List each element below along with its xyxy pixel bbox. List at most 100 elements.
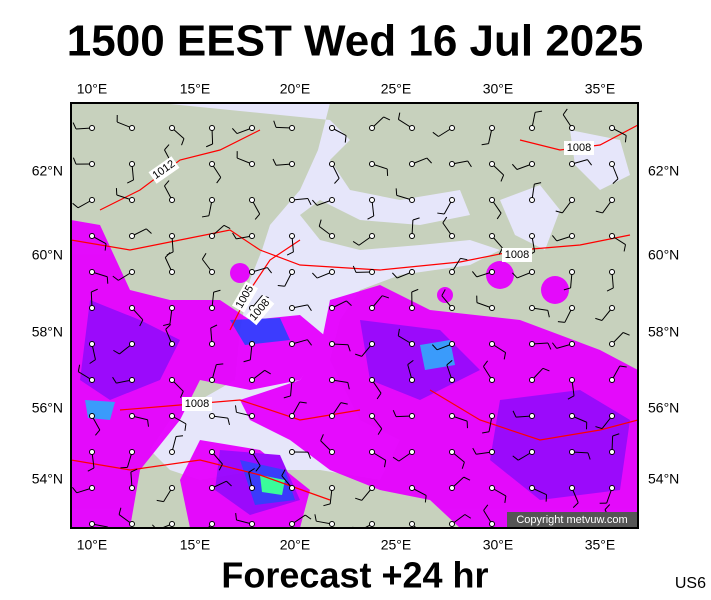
barb-station (529, 485, 535, 491)
wind-barb (164, 252, 175, 275)
barb-flag (243, 359, 251, 363)
isobar-label: 1008 (185, 398, 209, 410)
barb-flag (231, 128, 238, 134)
barb-station (89, 197, 95, 203)
barb-flag (426, 157, 432, 164)
barb-station (449, 449, 455, 455)
barb-station (449, 197, 455, 203)
wind-barb (209, 161, 222, 184)
barb-flag (156, 499, 164, 503)
barb-station (369, 449, 375, 455)
wind-barb (369, 413, 383, 435)
barb-station (569, 305, 575, 311)
wind-barb (169, 377, 184, 398)
barb-flag (352, 265, 357, 273)
barb-station (369, 125, 375, 131)
wind-barb (236, 151, 255, 167)
lake (500, 185, 560, 250)
wind-barb (557, 305, 575, 323)
wind-barb (72, 197, 95, 209)
barb-flag (424, 495, 427, 503)
barb-station (569, 197, 575, 203)
wind-barb (562, 108, 575, 131)
wind-barb (392, 409, 415, 419)
wind-barb (352, 233, 375, 246)
wind-barb (555, 197, 575, 214)
barb-flag (234, 405, 237, 413)
barb-station (169, 197, 175, 203)
barb-station (529, 233, 535, 239)
barb-flag (483, 504, 489, 511)
barb-station (489, 161, 495, 167)
barb-station (569, 233, 575, 239)
barb-flag (164, 144, 170, 151)
barb-station (409, 269, 415, 275)
barb-flag (194, 532, 200, 535)
barb-flag (340, 402, 348, 405)
barb-station (569, 377, 575, 383)
lat-label: 60°N (32, 247, 63, 263)
barb-station (249, 197, 255, 203)
barb-station (129, 341, 135, 347)
barb-flag (563, 287, 571, 291)
wind-barb (201, 197, 215, 218)
barb-flag (205, 143, 213, 148)
barb-station (609, 449, 615, 455)
barb-station (249, 125, 255, 131)
barb-flag (311, 199, 318, 206)
barb-station (209, 377, 215, 383)
wind-barb (431, 341, 455, 351)
barb-flag (323, 503, 331, 507)
lat-label: 56°N (32, 400, 63, 416)
wind-barb (512, 410, 535, 419)
wind-barb (609, 332, 630, 347)
wind-barb (489, 341, 507, 360)
wind-barb (609, 233, 626, 252)
barb-flag (147, 419, 150, 427)
barb-station (449, 413, 455, 419)
wind-barb (129, 228, 152, 239)
barb-flag (307, 451, 311, 459)
barb-flag (376, 392, 382, 400)
barb-flag (624, 135, 627, 143)
wind-barb (194, 521, 215, 535)
wind-barb (118, 507, 135, 527)
wind-barb (567, 377, 575, 400)
wind-barb (352, 265, 375, 275)
barb-flag (382, 295, 390, 299)
barb-station (89, 485, 95, 491)
barb-station (249, 449, 255, 455)
wind-barb (512, 449, 535, 461)
barb-station (609, 269, 615, 275)
barb-station (129, 161, 135, 167)
wind-barb (437, 197, 455, 215)
wind-barb (248, 468, 255, 491)
barb-station (129, 269, 135, 275)
barb-flag (498, 247, 503, 255)
barb-station (289, 125, 295, 131)
wind-barb (286, 233, 295, 256)
barb-flag (481, 143, 489, 146)
wind-barb (329, 300, 352, 311)
lon-label: 25°E (381, 81, 412, 97)
wind-barb (481, 125, 495, 146)
wind-barb (127, 161, 135, 184)
barb-station (449, 485, 455, 491)
barb-station (249, 341, 255, 347)
barb-flag (89, 359, 96, 364)
wind-barb (120, 449, 135, 469)
wind-barb (89, 413, 101, 436)
barb-station (369, 233, 375, 239)
barb-flag (464, 514, 472, 519)
wind-barb (329, 341, 351, 352)
barb-flag (305, 514, 312, 520)
barb-station (169, 233, 175, 239)
barb-station (129, 485, 135, 491)
barb-station (529, 125, 535, 131)
wind-barb (409, 485, 427, 503)
wind-barb (569, 449, 591, 460)
barb-station (529, 269, 535, 275)
lat-label: 54°N (648, 471, 679, 487)
barb-station (169, 449, 175, 455)
wind-barb (528, 233, 536, 256)
